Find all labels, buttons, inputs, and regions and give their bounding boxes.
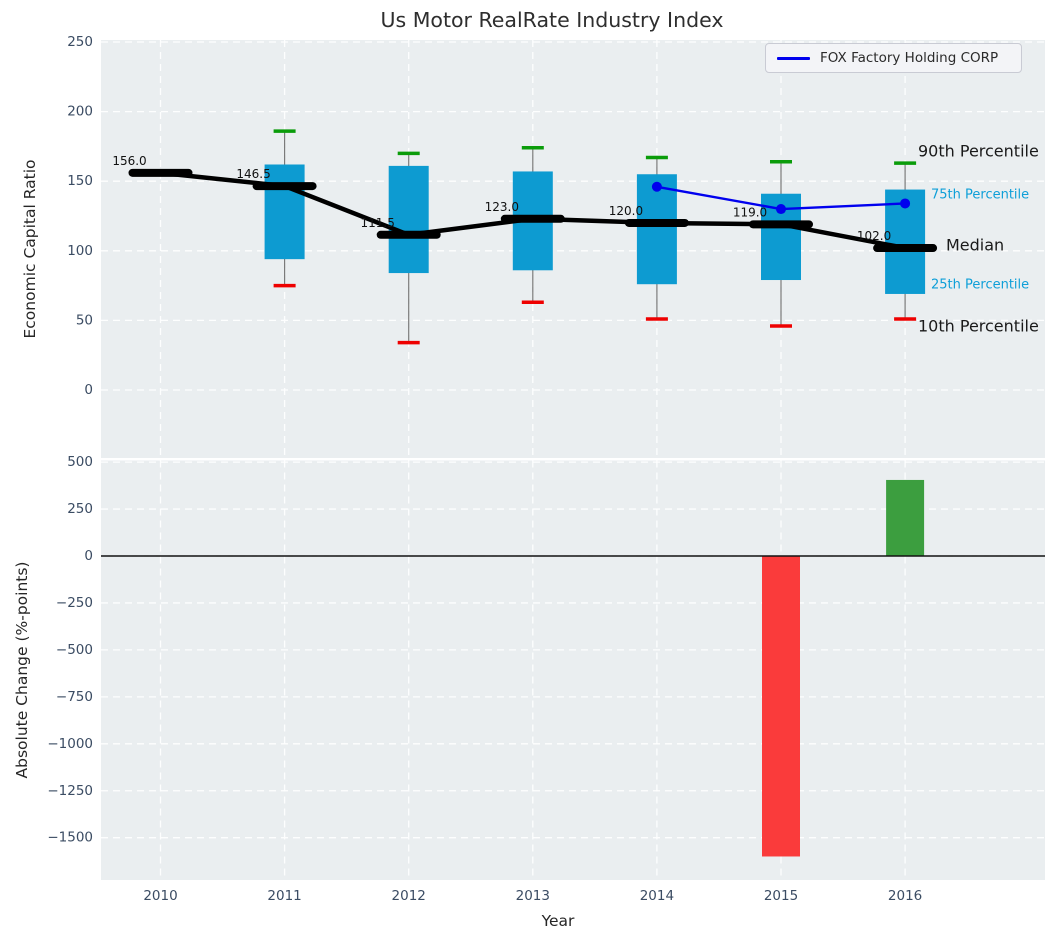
ytick-top-200: 200 [67, 104, 93, 120]
x-axis-label: Year [541, 912, 575, 930]
median-label-2013: 123.0 [485, 200, 519, 214]
xtick-2010: 2010 [143, 888, 177, 904]
annotation-median: Median [946, 235, 1005, 255]
top-y-axis-label: Economic Capital Ratio [21, 159, 39, 339]
median-label-2016: 102.0 [857, 229, 891, 243]
xtick-2015: 2015 [764, 888, 798, 904]
ytick-top-150: 150 [67, 173, 93, 189]
ytick-top-100: 100 [67, 243, 93, 259]
ytick-bottom-250: 250 [67, 501, 93, 517]
fox-point-2015 [776, 204, 786, 215]
xtick-2013: 2013 [516, 888, 550, 904]
bottom-y-axis-label: Absolute Change (%-points) [13, 561, 31, 779]
annotation-90th-percentile: 90th Percentile [918, 141, 1039, 161]
fox-point-2016 [900, 198, 911, 209]
annotation-25th-percentile: 25th Percentile [931, 277, 1030, 293]
median-label-2012: 111.5 [361, 216, 395, 230]
fox-point-2014 [651, 181, 662, 192]
annotation-10th-percentile: 10th Percentile [918, 316, 1039, 336]
legend-line-swatch [777, 56, 810, 60]
xtick-2012: 2012 [392, 888, 426, 904]
xtick-2016: 2016 [888, 888, 922, 904]
median-label-2014: 120.0 [609, 204, 643, 218]
ytick-bottom-0: 0 [84, 548, 93, 564]
ytick-top-250: 250 [67, 34, 93, 50]
annotation-75th-percentile: 75th Percentile [931, 187, 1030, 203]
ytick-bottom--500: −500 [56, 642, 93, 658]
ytick-bottom-500: 500 [67, 454, 93, 470]
ytick-top-50: 50 [76, 312, 93, 328]
median-label-2011: 146.5 [236, 167, 270, 181]
ytick-bottom--1250: −1250 [47, 783, 93, 799]
ytick-top-0: 0 [84, 382, 93, 398]
ytick-bottom--1500: −1500 [47, 830, 93, 846]
ytick-bottom--1000: −1000 [47, 736, 93, 752]
iqr-box-2012 [388, 165, 429, 274]
change-bar-2016 [886, 479, 925, 556]
xtick-2011: 2011 [267, 888, 301, 904]
ytick-bottom--750: −750 [56, 689, 93, 705]
iqr-box-2011 [264, 164, 305, 260]
ytick-bottom--250: −250 [56, 595, 93, 611]
median-label-2015: 119.0 [733, 205, 767, 219]
iqr-box-2014 [636, 174, 677, 285]
legend-label: FOX Factory Holding CORP [820, 50, 999, 66]
xtick-2014: 2014 [640, 888, 674, 904]
chart-title: Us Motor RealRate Industry Index [380, 8, 724, 32]
change-bar-2015 [762, 556, 800, 857]
median-label-2010: 156.0 [112, 154, 146, 168]
legend: FOX Factory Holding CORP [765, 43, 1022, 73]
